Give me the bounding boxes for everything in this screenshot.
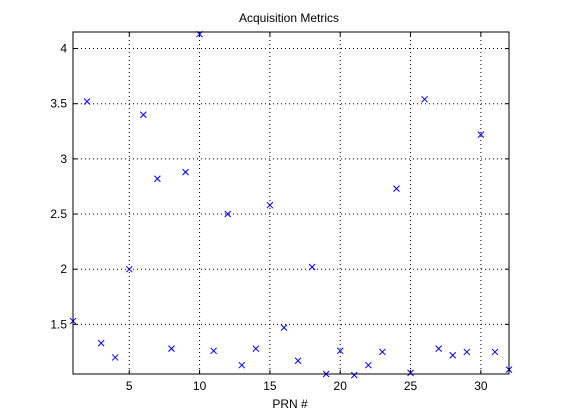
data-point [365, 361, 372, 369]
x-tick-labels: 5 10 15 20 25 30 [126, 379, 488, 393]
y-tick-label: 3 [60, 152, 67, 166]
x-tick-label: 30 [474, 379, 488, 393]
y-tick-label: 1.5 [50, 317, 67, 331]
data-point [336, 347, 344, 355]
data-point [97, 339, 105, 347]
plot-area-frame [72, 31, 510, 375]
data-point [280, 324, 288, 332]
data-point [266, 201, 274, 209]
grid-lines [73, 32, 509, 374]
x-tick-label: 5 [126, 379, 133, 393]
data-point [224, 210, 232, 218]
data-point [83, 98, 91, 105]
y-tick-label: 2.5 [50, 207, 67, 221]
chart-title: Acquisition Metrics [239, 11, 339, 25]
data-point [491, 348, 499, 356]
y-tick-label: 4 [60, 42, 67, 56]
data-point [379, 348, 386, 356]
data-point [449, 351, 457, 359]
data-point [435, 345, 443, 352]
data-point [463, 348, 471, 356]
x-tick-label: 25 [404, 379, 418, 393]
y-tick-label: 2 [60, 262, 67, 276]
x-tick-label: 15 [263, 379, 277, 393]
data-point [294, 357, 302, 365]
data-point [111, 354, 119, 361]
data-point [350, 371, 358, 379]
x-tick-label: 20 [334, 379, 348, 393]
data-point [125, 265, 133, 273]
data-point [182, 168, 189, 176]
data-point [393, 185, 400, 193]
data-point [252, 345, 260, 352]
data-point [477, 131, 485, 138]
data-point [210, 347, 217, 355]
x-tick-label: 10 [193, 379, 207, 393]
y-tick-labels: 1.5 2 2.5 3 3.5 4 [50, 42, 67, 332]
y-tick-label: 3.5 [50, 97, 67, 111]
x-axis-label: PRN # [272, 397, 308, 411]
data-point [168, 345, 175, 352]
data-points [69, 30, 513, 379]
axis-ticks [73, 32, 509, 374]
data-point [308, 263, 316, 271]
data-point [154, 175, 161, 183]
data-point [139, 111, 147, 119]
data-point [421, 95, 428, 103]
data-point [238, 361, 246, 369]
data-point [407, 369, 414, 377]
